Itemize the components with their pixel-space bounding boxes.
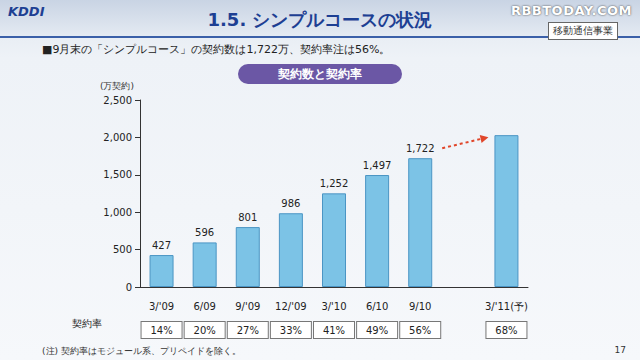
svg-text:契約率: 契約率 — [72, 318, 102, 329]
html-text:KDDI: KDDI — [8, 4, 45, 19]
svg-text:0: 0 — [126, 282, 132, 293]
svg-text:9/10: 9/10 — [409, 301, 431, 312]
html-text:RBBTODAY.COM: RBBTODAY.COM — [510, 3, 632, 18]
svg-text:1,497: 1,497 — [363, 160, 392, 171]
svg-text:68%: 68% — [495, 325, 517, 336]
html-text:■9月末の「シンプルコース」の契約数は1,722万、契約率注: ■9月末の「シンプルコース」の契約数は1,722万、契約率注は56%。 — [42, 43, 391, 56]
html-text:17: 17 — [614, 345, 626, 355]
svg-text:1,722: 1,722 — [406, 143, 435, 154]
svg-text:41%: 41% — [323, 325, 345, 336]
svg-text:6/09: 6/09 — [193, 301, 215, 312]
html-text:移動通信事業: 移動通信事業 — [553, 25, 613, 36]
svg-text:14%: 14% — [150, 325, 172, 336]
svg-text:1,252: 1,252 — [320, 178, 349, 189]
svg-text:500: 500 — [113, 244, 132, 255]
svg-text:6/10: 6/10 — [366, 301, 388, 312]
svg-text:986: 986 — [281, 198, 300, 209]
svg-text:2,500: 2,500 — [103, 95, 132, 106]
svg-text:3/'09: 3/'09 — [149, 301, 174, 312]
svg-text:3/'10: 3/'10 — [321, 301, 346, 312]
html-text:1.5. シンプルコースの状況: 1.5. シンプルコースの状況 — [207, 9, 433, 30]
svg-text:56%: 56% — [409, 325, 431, 336]
svg-text:2,000: 2,000 — [103, 132, 132, 143]
svg-text:27%: 27% — [237, 325, 259, 336]
svg-text:1,000: 1,000 — [103, 207, 132, 218]
html-text:(注) 契約率はモジュール系、プリペイドを除く。: (注) 契約率はモジュール系、プリペイドを除く。 — [42, 346, 241, 356]
svg-text:801: 801 — [238, 212, 257, 223]
svg-text:(万契約): (万契約) — [100, 81, 134, 91]
svg-text:596: 596 — [195, 227, 214, 238]
svg-text:49%: 49% — [366, 325, 388, 336]
svg-text:12/'09: 12/'09 — [275, 301, 307, 312]
svg-text:20%: 20% — [194, 325, 216, 336]
svg-text:33%: 33% — [280, 325, 302, 336]
svg-text:3/'11(予): 3/'11(予) — [485, 301, 528, 312]
svg-text:9/'09: 9/'09 — [235, 301, 260, 312]
svg-text:1,500: 1,500 — [103, 169, 132, 180]
svg-text:427: 427 — [152, 240, 171, 251]
svg-text:契約数と契約率: 契約数と契約率 — [277, 67, 362, 81]
